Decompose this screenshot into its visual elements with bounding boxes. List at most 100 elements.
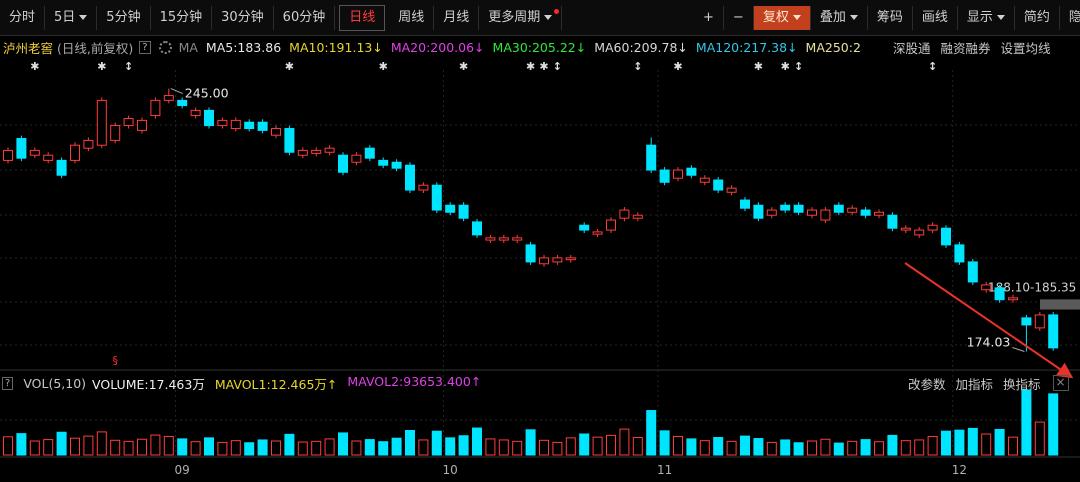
volume-bar (70, 437, 80, 456)
volume-bar (16, 433, 27, 456)
volume-value: MAVOL2:93653.400↑ (347, 374, 481, 393)
help-button[interactable]: ? (139, 40, 151, 54)
candle-body (713, 179, 724, 191)
volume-bar (847, 440, 858, 456)
volume-bar (900, 440, 911, 456)
candle-body (579, 224, 590, 231)
dropdown-caret (996, 15, 1005, 20)
volume-bar (83, 435, 94, 456)
candle-body (405, 164, 415, 191)
candle-body (900, 227, 911, 231)
candle-body (847, 207, 858, 213)
toolbar-button[interactable]: 30分钟 (212, 5, 274, 30)
volume-bar (1008, 436, 1018, 456)
volume-button[interactable]: 换指标 (1003, 376, 1041, 392)
toolbar-button[interactable]: 显示 (958, 5, 1015, 30)
event-marker: ↕ (794, 60, 803, 73)
button-label: 分时 (9, 9, 36, 25)
volume-bar (3, 436, 13, 456)
volume-bar (512, 440, 523, 456)
candle-body (364, 147, 375, 159)
toolbar-button[interactable]: 筹码 (868, 5, 913, 30)
volume-bar (753, 438, 764, 456)
toolbar-button[interactable]: 5日 (45, 5, 98, 30)
button-label: 5分钟 (106, 9, 141, 25)
settings-icon[interactable] (158, 40, 172, 54)
candle-body (498, 237, 509, 241)
volume-bar (833, 442, 844, 456)
candle-body (163, 95, 174, 101)
volume-bar (230, 440, 241, 456)
toolbar-button[interactable]: 复权 (753, 5, 811, 30)
volume-bar (592, 436, 603, 456)
help-button[interactable]: ? (2, 376, 14, 390)
volume-bar (351, 440, 362, 456)
toolbar-button[interactable]: 叠加 (811, 5, 868, 30)
candle-body (284, 128, 295, 153)
volume-bar (190, 441, 201, 456)
volume-bar (766, 441, 777, 456)
toolbar-button[interactable]: + (694, 5, 724, 30)
candle-body (230, 119, 241, 130)
volume-indicator-name: VOL(5,10) (23, 375, 87, 391)
candle-body (311, 149, 322, 154)
toolbar-button[interactable]: 月线 (434, 5, 480, 30)
ma-indicator: MA250:2 (806, 40, 861, 55)
x-tick-label: 11 (657, 463, 672, 477)
volume-bar (914, 439, 925, 456)
grid (0, 124, 1080, 421)
candle-body (485, 237, 496, 241)
toolbar-button[interactable]: 60分钟 (274, 5, 336, 30)
toolbar-button[interactable]: 周线 (389, 5, 435, 30)
candle-body (204, 109, 214, 127)
candle-body (271, 128, 281, 136)
volume-bar (458, 435, 469, 456)
close-button[interactable]: × (1052, 375, 1069, 391)
event-marker: ✱ (539, 60, 548, 73)
toolbar-button[interactable]: 分时 (0, 5, 46, 30)
volume-bar (378, 441, 389, 456)
candle-body (887, 214, 898, 229)
toolbar-button[interactable]: 隐 (1060, 6, 1080, 30)
toolbar-button[interactable]: 15分钟 (151, 5, 213, 30)
volume-bar (137, 438, 147, 456)
event-marker: ↕ (633, 60, 642, 73)
toolbar-button[interactable]: 画线 (913, 5, 958, 30)
candle-body (297, 149, 308, 156)
info-button[interactable]: 设置均线 (1000, 40, 1051, 56)
volume-button[interactable]: 改参数 (908, 376, 946, 392)
volume-bar (244, 442, 255, 456)
info-button[interactable]: 深股通 (893, 40, 931, 56)
volume-bar (927, 435, 938, 456)
candle-body (726, 187, 737, 193)
candle-body (740, 199, 750, 209)
button-label: 显示 (966, 9, 993, 25)
toolbar-button[interactable]: 日线 (339, 4, 386, 31)
volume-bar (177, 438, 188, 456)
candle-body (994, 287, 1005, 301)
candle-body (807, 209, 817, 216)
volume-button[interactable]: 加指标 (955, 376, 994, 392)
volume-bar (391, 437, 402, 456)
info-button[interactable]: 融资融券 (940, 40, 991, 56)
volume-bar (967, 427, 978, 456)
toolbar-button[interactable]: 5分钟 (97, 5, 151, 30)
candle-body (217, 119, 228, 127)
toolbar: 分时 5日 5分钟 15分钟 30分钟 60分钟 日线 周线 月线 更多周期 + − 复权 叠加 筹码 画线… (0, 0, 1080, 36)
candle-body (16, 138, 27, 159)
volume-bar (284, 433, 295, 456)
volume-values: VOLUME:17.463万 MAVOL1:12.465万↑ MAVOL2:9365… (92, 374, 491, 393)
event-marker: ✱ (97, 60, 106, 73)
ma-value: MA30:205.22 (492, 39, 576, 55)
ma-value: MA10:191.13 (289, 39, 373, 55)
candle-body (391, 161, 402, 169)
candle-body (860, 209, 871, 216)
toolbar-button[interactable]: − (724, 5, 754, 30)
toolbar-button[interactable]: 更多周期 (479, 5, 563, 30)
ma-indicator: MA30:205.22↓ (493, 40, 587, 55)
volume-bar (646, 410, 657, 456)
candle-body (351, 154, 362, 163)
toolbar-button[interactable]: 简约 (1015, 5, 1060, 30)
trend-arrow: ↓ (575, 39, 587, 55)
